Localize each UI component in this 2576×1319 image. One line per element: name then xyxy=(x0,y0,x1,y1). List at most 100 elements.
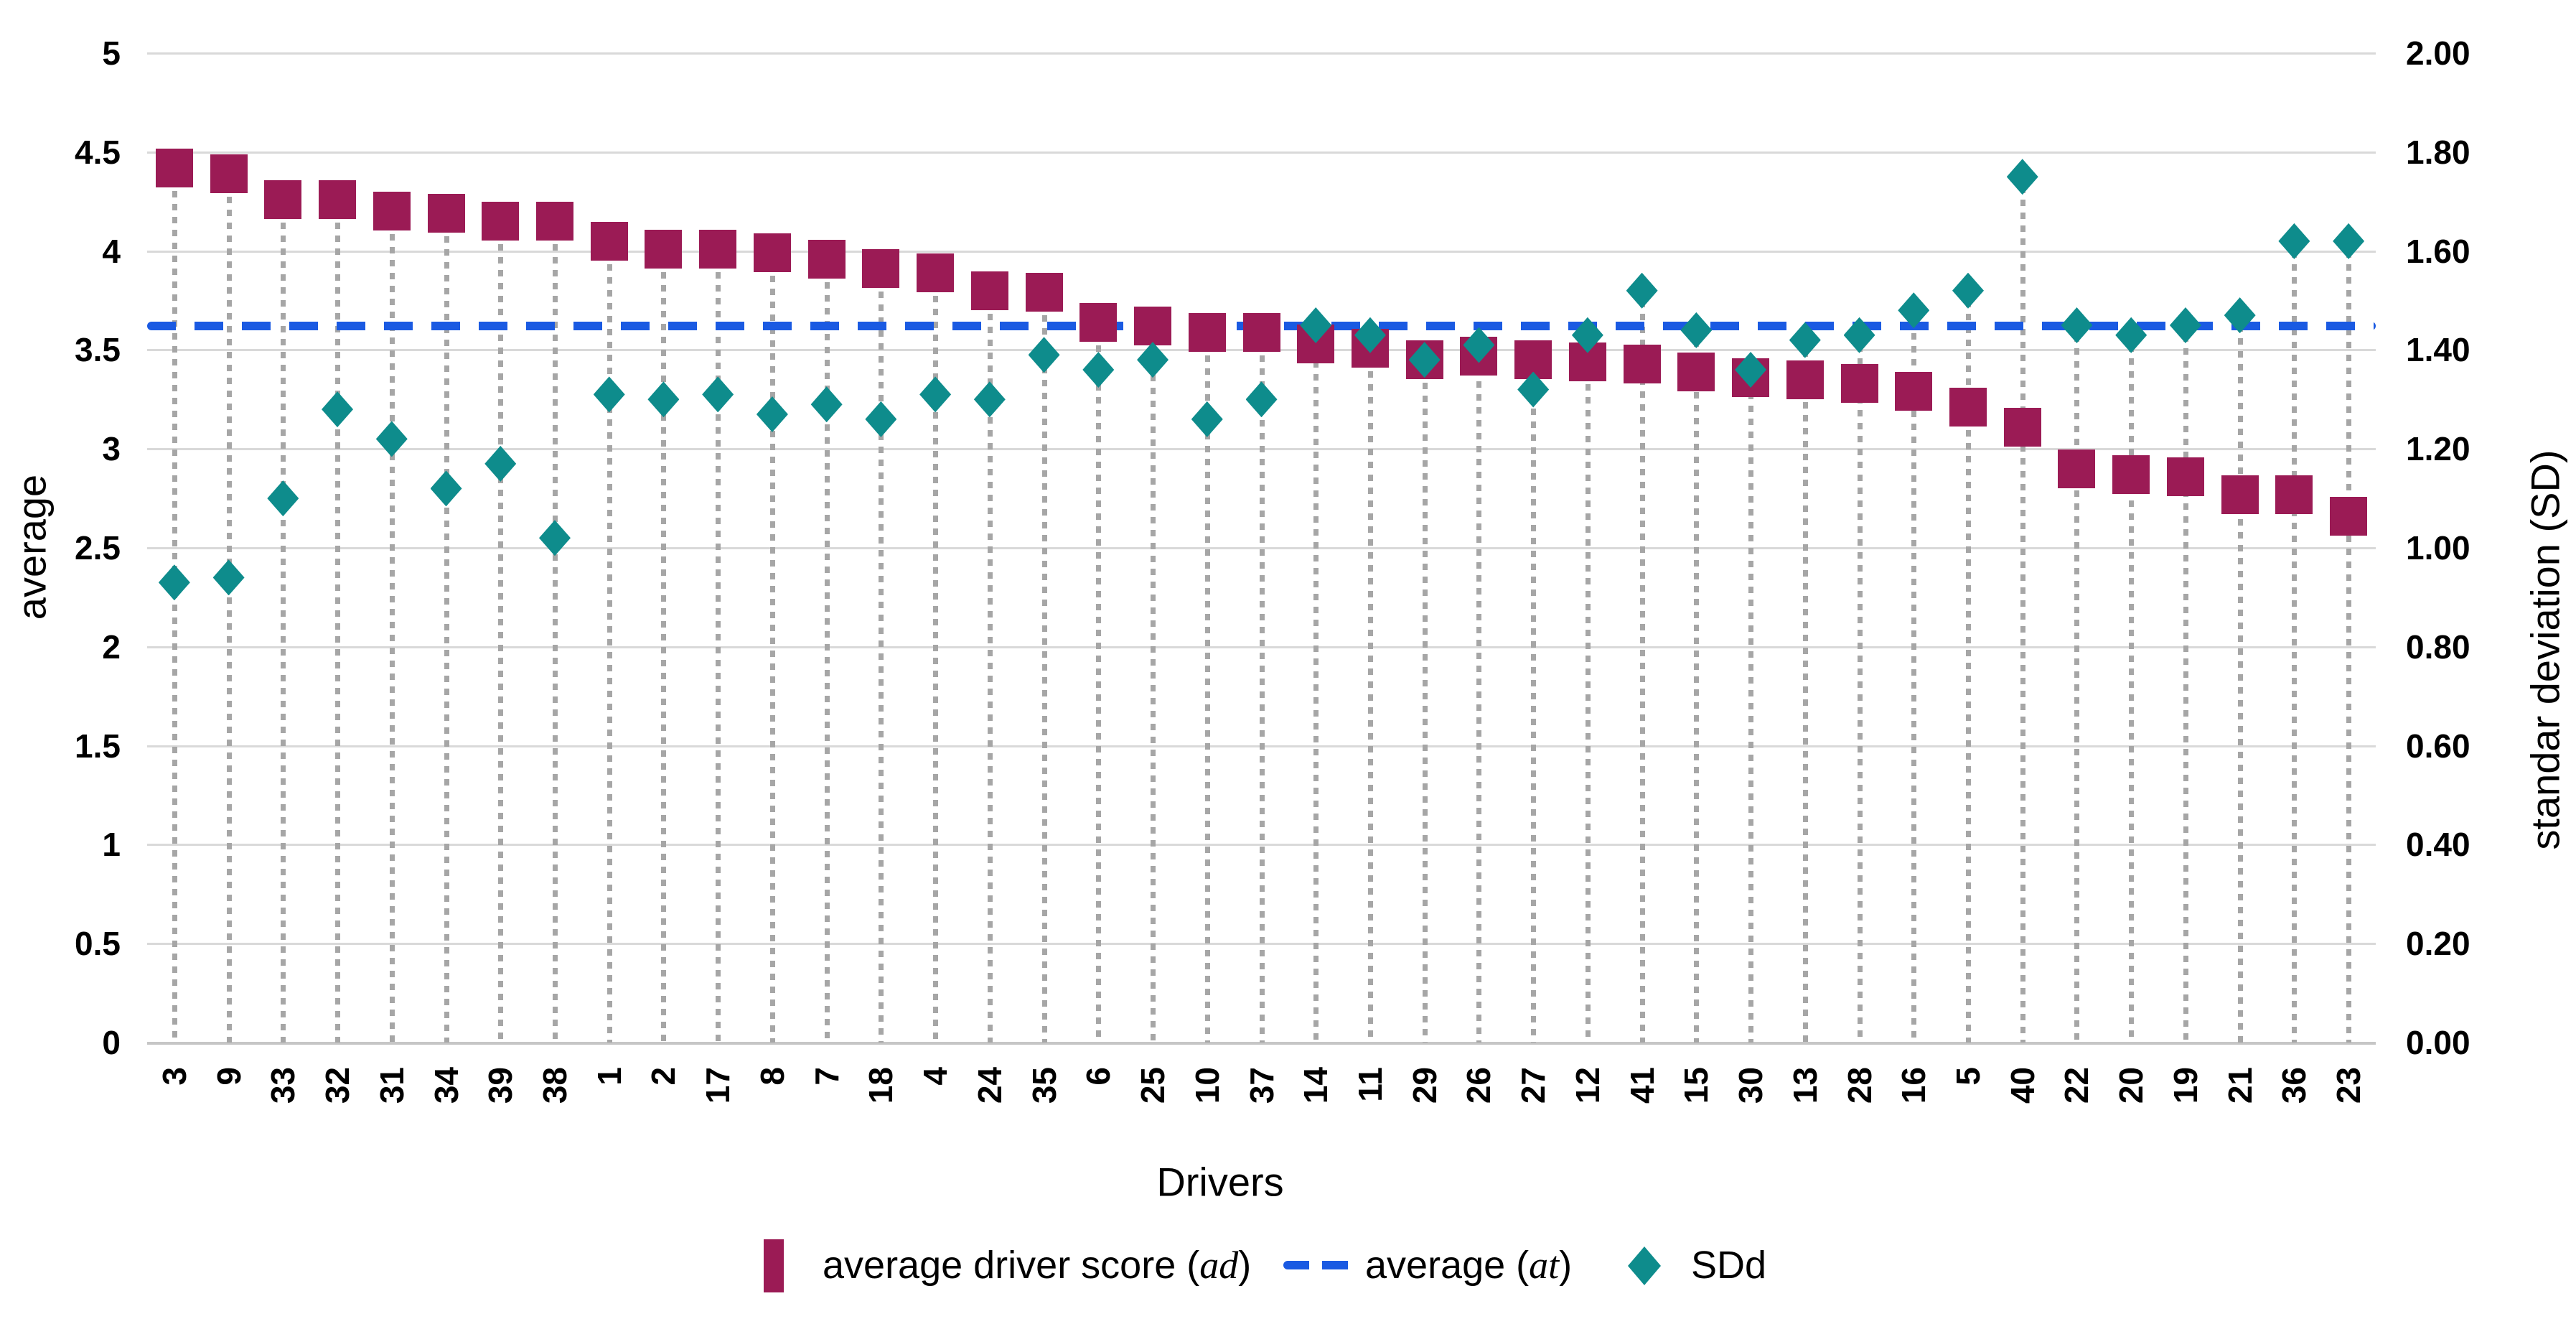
sdd-marker xyxy=(430,470,462,507)
avg-driver-score-marker xyxy=(917,253,955,292)
x-category-label: 7 xyxy=(807,1067,846,1086)
category-dropline xyxy=(1802,350,1808,1043)
y-right-tick-label: 0.60 xyxy=(2406,727,2470,765)
sdd-marker xyxy=(1952,272,1984,309)
legend-label-text: average ( xyxy=(1365,1244,1530,1287)
x-category-label: 20 xyxy=(2112,1067,2150,1104)
sdd-marker xyxy=(538,520,571,556)
avg-driver-score-marker xyxy=(1025,273,1063,312)
legend-item-sdd: SDd xyxy=(1691,1244,1766,1287)
x-category-label: 5 xyxy=(1949,1067,1987,1086)
y-right-tick-label: 2.00 xyxy=(2406,34,2470,72)
x-category-label: 29 xyxy=(1405,1067,1443,1104)
x-category-label: 40 xyxy=(2003,1067,2041,1104)
x-category-label: 27 xyxy=(1514,1067,1552,1104)
x-category-label: 13 xyxy=(1786,1067,1824,1104)
x-category-label: 34 xyxy=(427,1067,465,1104)
x-category-label: 2 xyxy=(645,1067,683,1086)
legend-label-text: average driver score ( xyxy=(823,1244,1200,1287)
sdd-marker xyxy=(1626,272,1658,309)
avg-driver-score-marker xyxy=(1895,372,1933,411)
category-dropline xyxy=(1422,370,1428,1043)
sdd-marker xyxy=(2278,223,2310,259)
sdd-marker xyxy=(973,381,1006,418)
sdd-marker xyxy=(810,386,843,423)
category-dropline xyxy=(661,258,667,1043)
x-category-label: 12 xyxy=(1568,1067,1606,1104)
category-dropline xyxy=(1204,342,1210,1043)
category-dropline xyxy=(1531,370,1537,1043)
x-category-label: 33 xyxy=(264,1067,302,1104)
avg-driver-score-marker xyxy=(2112,455,2150,495)
category-dropline xyxy=(2074,335,2080,1043)
legend-item-avg-driver-score: average driver score (ad) xyxy=(823,1244,1251,1287)
y-right-tick-label: 1.40 xyxy=(2406,331,2470,369)
gridline xyxy=(147,250,2376,253)
category-dropline xyxy=(1748,379,1754,1043)
x-category-label: 8 xyxy=(753,1067,791,1086)
category-dropline xyxy=(2237,325,2243,1043)
x-category-label: 4 xyxy=(917,1067,955,1086)
y-left-tick-label: 3.5 xyxy=(75,331,121,369)
x-category-label: 32 xyxy=(319,1067,357,1104)
x-category-label: 10 xyxy=(1188,1067,1226,1104)
x-category-label: 37 xyxy=(1242,1067,1280,1104)
x-category-label: 17 xyxy=(699,1067,737,1104)
gridline xyxy=(147,1042,2376,1045)
avg-driver-score-marker xyxy=(210,154,248,194)
x-category-label: 21 xyxy=(2221,1067,2259,1104)
sdd-marker xyxy=(375,421,408,457)
sdd-marker xyxy=(2333,223,2365,259)
avg-driver-score-marker xyxy=(482,202,520,241)
avg-driver-score-marker xyxy=(2221,475,2259,514)
category-dropline xyxy=(1639,300,1645,1043)
y-left-tick-label: 2.5 xyxy=(75,529,121,567)
sdd-marker xyxy=(484,445,517,482)
sdd-marker xyxy=(1028,337,1060,373)
sdd-marker xyxy=(1191,401,1223,437)
x-category-label: 18 xyxy=(862,1067,900,1104)
category-dropline xyxy=(1585,345,1591,1043)
category-dropline xyxy=(933,282,939,1043)
avg-driver-score-marker xyxy=(2275,475,2313,514)
avg-driver-score-marker xyxy=(427,194,465,233)
category-dropline xyxy=(335,209,341,1043)
sdd-marker xyxy=(2169,307,2201,343)
x-category-label: 11 xyxy=(1351,1067,1389,1102)
avg-driver-score-marker xyxy=(1242,312,1280,352)
x-category-label: 26 xyxy=(1460,1067,1498,1104)
category-dropline xyxy=(172,177,177,1043)
category-dropline xyxy=(2346,251,2352,1043)
x-category-label: 39 xyxy=(482,1067,520,1104)
sdd-marker xyxy=(593,376,625,413)
y-right-tick-label: 1.20 xyxy=(2406,430,2470,468)
y-right-axis-title: standar deviation (SD) xyxy=(2522,449,2568,850)
category-dropline xyxy=(444,223,449,1043)
category-dropline xyxy=(1259,342,1265,1043)
category-dropline xyxy=(389,221,395,1043)
category-dropline xyxy=(1966,300,1971,1043)
x-axis-title: Drivers xyxy=(1156,1159,1284,1205)
avg-driver-score-marker xyxy=(2166,457,2204,496)
category-dropline xyxy=(1151,336,1156,1043)
avg-driver-score-marker xyxy=(753,233,791,273)
y-right-tick-label: 1.00 xyxy=(2406,529,2470,567)
y-right-tick-label: 0.00 xyxy=(2406,1024,2470,1061)
category-dropline xyxy=(1367,345,1373,1043)
category-dropline xyxy=(2020,187,2025,1043)
sdd-marker xyxy=(322,391,354,428)
category-dropline xyxy=(2292,251,2298,1043)
category-dropline xyxy=(1313,335,1319,1043)
legend-label-text: ) xyxy=(1238,1244,1252,1287)
category-dropline xyxy=(2183,335,2188,1043)
legend-label-text: SDd xyxy=(1691,1244,1767,1287)
sdd-marker xyxy=(1137,342,1169,378)
category-dropline xyxy=(226,184,232,1043)
sdd-marker xyxy=(1680,312,1713,348)
avg-driver-score-marker xyxy=(2003,407,2041,447)
sdd-marker xyxy=(865,401,897,437)
sdd-marker xyxy=(702,376,734,413)
avg-driver-score-marker xyxy=(2058,449,2096,488)
category-dropline xyxy=(769,263,775,1043)
